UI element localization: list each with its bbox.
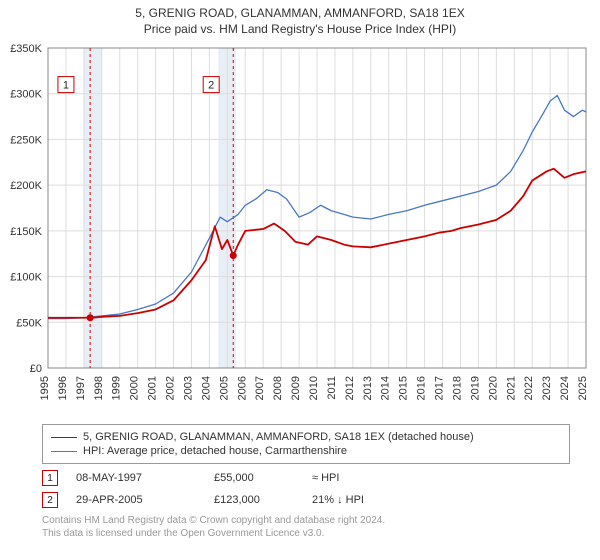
svg-text:£150K: £150K (10, 226, 42, 238)
svg-text:2000: 2000 (129, 376, 141, 400)
svg-text:2005: 2005 (218, 376, 230, 400)
footer-line2: This data is licensed under the Open Gov… (42, 527, 570, 540)
svg-text:2006: 2006 (236, 376, 248, 400)
svg-text:1996: 1996 (57, 376, 69, 400)
svg-text:2: 2 (208, 80, 214, 92)
svg-text:2001: 2001 (147, 376, 159, 400)
svg-text:2022: 2022 (523, 376, 535, 400)
svg-text:1997: 1997 (75, 376, 87, 400)
sales-table: 1 08-MAY-1997 £55,000 ≈ HPI 2 29-APR-200… (42, 470, 570, 508)
sale-marker-2: 2 (42, 492, 58, 508)
legend-swatch-price (51, 437, 77, 438)
svg-text:2003: 2003 (182, 376, 194, 400)
legend-label-price: 5, GRENIG ROAD, GLANAMMAN, AMMANFORD, SA… (83, 431, 474, 443)
svg-text:2014: 2014 (380, 376, 392, 400)
svg-text:£50K: £50K (16, 317, 42, 329)
svg-text:2025: 2025 (577, 376, 589, 400)
svg-text:2018: 2018 (451, 376, 463, 400)
svg-text:1998: 1998 (93, 376, 105, 400)
svg-text:£350K: £350K (10, 43, 42, 55)
svg-text:2011: 2011 (326, 376, 338, 400)
svg-text:2008: 2008 (272, 376, 284, 400)
svg-text:2017: 2017 (434, 376, 446, 400)
svg-text:2004: 2004 (200, 376, 212, 400)
legend-swatch-hpi (51, 451, 77, 452)
legend-row-price: 5, GRENIG ROAD, GLANAMMAN, AMMANFORD, SA… (51, 431, 561, 443)
svg-text:£300K: £300K (10, 89, 42, 101)
svg-text:2015: 2015 (398, 376, 410, 400)
sale-diff-2: 21% ↓ HPI (312, 494, 392, 506)
legend: 5, GRENIG ROAD, GLANAMMAN, AMMANFORD, SA… (42, 424, 570, 464)
svg-text:2007: 2007 (254, 376, 266, 400)
sale-row-1: 1 08-MAY-1997 £55,000 ≈ HPI (42, 470, 570, 486)
sale-price-2: £123,000 (214, 494, 294, 506)
chart-svg: £0 £50K £100K £150K £200K £250K £300K £350K 1995… (0, 38, 600, 418)
title-sub: Price paid vs. HM Land Registry's House … (0, 22, 600, 36)
legend-row-hpi: HPI: Average price, detached house, Carm… (51, 445, 561, 457)
footer-line1: Contains HM Land Registry data © Crown c… (42, 514, 570, 527)
svg-text:1995: 1995 (39, 376, 51, 400)
chart-container: 5, GRENIG ROAD, GLANAMMAN, AMMANFORD, SA… (0, 0, 600, 540)
svg-text:2013: 2013 (362, 376, 374, 400)
svg-text:£250K: £250K (10, 134, 42, 146)
svg-text:£0: £0 (30, 363, 42, 375)
svg-text:2016: 2016 (416, 376, 428, 400)
legend-label-hpi: HPI: Average price, detached house, Carm… (83, 445, 347, 457)
svg-text:2012: 2012 (344, 376, 356, 400)
svg-text:2002: 2002 (165, 376, 177, 400)
svg-text:1: 1 (63, 80, 69, 92)
sale-marker-1: 1 (42, 470, 58, 486)
svg-text:£200K: £200K (10, 180, 42, 192)
svg-text:2009: 2009 (290, 376, 302, 400)
svg-text:2021: 2021 (505, 376, 517, 400)
sale-price-1: £55,000 (214, 472, 294, 484)
svg-text:2019: 2019 (469, 376, 481, 400)
svg-text:2024: 2024 (559, 376, 571, 400)
svg-text:2020: 2020 (487, 376, 499, 400)
chart: £0 £50K £100K £150K £200K £250K £300K £350K 1995… (0, 38, 600, 418)
sale-diff-1: ≈ HPI (312, 472, 392, 484)
svg-text:£100K: £100K (10, 272, 42, 284)
title-main: 5, GRENIG ROAD, GLANAMMAN, AMMANFORD, SA… (0, 6, 600, 20)
titles: 5, GRENIG ROAD, GLANAMMAN, AMMANFORD, SA… (0, 0, 600, 38)
sale-date-1: 08-MAY-1997 (76, 472, 196, 484)
sale-row-2: 2 29-APR-2005 £123,000 21% ↓ HPI (42, 492, 570, 508)
svg-text:1999: 1999 (111, 376, 123, 400)
footer: Contains HM Land Registry data © Crown c… (42, 514, 570, 540)
svg-text:2023: 2023 (541, 376, 553, 400)
svg-text:2010: 2010 (308, 376, 320, 400)
sale-date-2: 29-APR-2005 (76, 494, 196, 506)
